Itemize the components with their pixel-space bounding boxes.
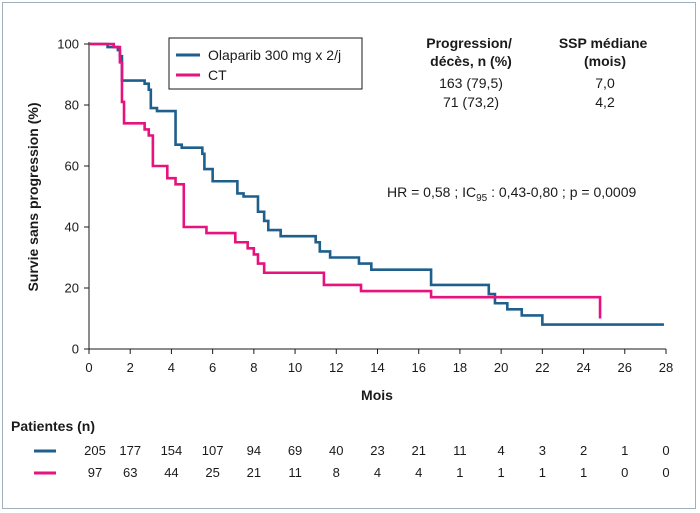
y-tick-label: 80 — [65, 98, 79, 113]
y-tick-label: 100 — [57, 37, 79, 52]
risk-count: 97 — [88, 465, 102, 480]
risk-count: 94 — [247, 443, 261, 458]
risk-count: 4 — [415, 465, 422, 480]
survival-curves — [89, 42, 664, 326]
x-tick-label: 2 — [127, 360, 134, 375]
x-tick-label: 0 — [85, 360, 92, 375]
median-header-line2: (mois) — [584, 53, 626, 69]
risk-count: 205 — [84, 443, 106, 458]
risk-count: 1 — [621, 443, 628, 458]
hr-subscript: 95 — [476, 193, 488, 204]
events-header: Progression/ décès, n (%) — [426, 35, 515, 69]
x-tick-label: 4 — [168, 360, 175, 375]
hr-prefix: HR = 0,58 ; IC — [387, 184, 476, 200]
median-header: SSP médiane (mois) — [559, 35, 651, 69]
x-tick-label: 18 — [453, 360, 467, 375]
legend-label-ct: CT — [208, 67, 227, 83]
risk-count: 11 — [288, 465, 302, 480]
x-tick-label: 26 — [618, 360, 632, 375]
x-tick-label: 6 — [209, 360, 216, 375]
hazard-ratio-annotation: HR = 0,58 ; IC95 : 0,43-0,80 ; p = 0,000… — [387, 184, 636, 204]
x-tick-label: 20 — [494, 360, 508, 375]
events-olaparib: 163 (79,5) — [439, 75, 503, 91]
figure-frame — [2, 2, 696, 509]
y-tick-label: 40 — [65, 220, 79, 235]
risk-count: 21 — [411, 443, 425, 458]
legend: Olaparib 300 mg x 2/j CT — [168, 37, 363, 90]
x-tick-label: 14 — [370, 360, 384, 375]
x-tick-label: 12 — [329, 360, 343, 375]
risk-count: 40 — [329, 443, 343, 458]
y-tick-label: 60 — [65, 159, 79, 174]
risk-table: Patientes (n) 205 177 154 107 94 69 40 23 21 11 4 3… — [11, 418, 670, 480]
x-tick-label: 22 — [535, 360, 549, 375]
summary-table: Progression/ décès, n (%) SSP médiane (m… — [426, 35, 651, 110]
risk-count: 4 — [374, 465, 381, 480]
legend-label-olaparib: Olaparib 300 mg x 2/j — [208, 47, 341, 63]
x-tick-label: 8 — [250, 360, 257, 375]
risk-count: 21 — [247, 465, 261, 480]
x-tick-label: 10 — [288, 360, 302, 375]
risk-count: 0 — [662, 465, 669, 480]
y-axis-label: Survie sans progression (%) — [25, 102, 41, 291]
risk-count: 1 — [580, 465, 587, 480]
legend-box — [168, 37, 363, 90]
risk-count: 1 — [498, 465, 505, 480]
y-tick-label: 0 — [72, 342, 79, 357]
x-tick-label: 28 — [659, 360, 673, 375]
events-header-line1: Progression/ — [426, 35, 512, 51]
median-ct: 4,2 — [595, 94, 615, 110]
risk-count: 44 — [164, 465, 178, 480]
risk-count: 2 — [580, 443, 587, 458]
risk-count: 4 — [498, 443, 505, 458]
risk-count: 69 — [288, 443, 302, 458]
hr-suffix: : 0,43-0,80 ; p = 0,0009 — [487, 184, 636, 200]
risk-count: 177 — [119, 443, 141, 458]
median-header-line1: SSP médiane — [559, 35, 648, 51]
risk-count: 8 — [333, 465, 340, 480]
risk-count: 63 — [123, 465, 137, 480]
risk-count: 23 — [370, 443, 384, 458]
risk-count: 25 — [205, 465, 219, 480]
x-tick-label: 16 — [411, 360, 425, 375]
risk-count: 0 — [621, 465, 628, 480]
median-olaparib: 7,0 — [595, 75, 615, 91]
risk-count: 1 — [539, 465, 546, 480]
risk-count: 3 — [539, 443, 546, 458]
events-ct: 71 (73,2) — [443, 94, 499, 110]
risk-count: 154 — [161, 443, 183, 458]
survival-curve-ct — [89, 42, 602, 319]
survival-curve-olaparib — [89, 42, 664, 326]
risk-count: 0 — [662, 443, 669, 458]
x-tick-label: 24 — [576, 360, 590, 375]
risk-count: 1 — [456, 465, 463, 480]
risk-table-title: Patientes (n) — [11, 418, 95, 434]
events-header-line2: décès, n (%) — [430, 53, 512, 69]
x-axis-label: Mois — [361, 387, 393, 403]
y-tick-label: 20 — [65, 281, 79, 296]
risk-count: 107 — [202, 443, 224, 458]
risk-count: 11 — [453, 443, 467, 458]
